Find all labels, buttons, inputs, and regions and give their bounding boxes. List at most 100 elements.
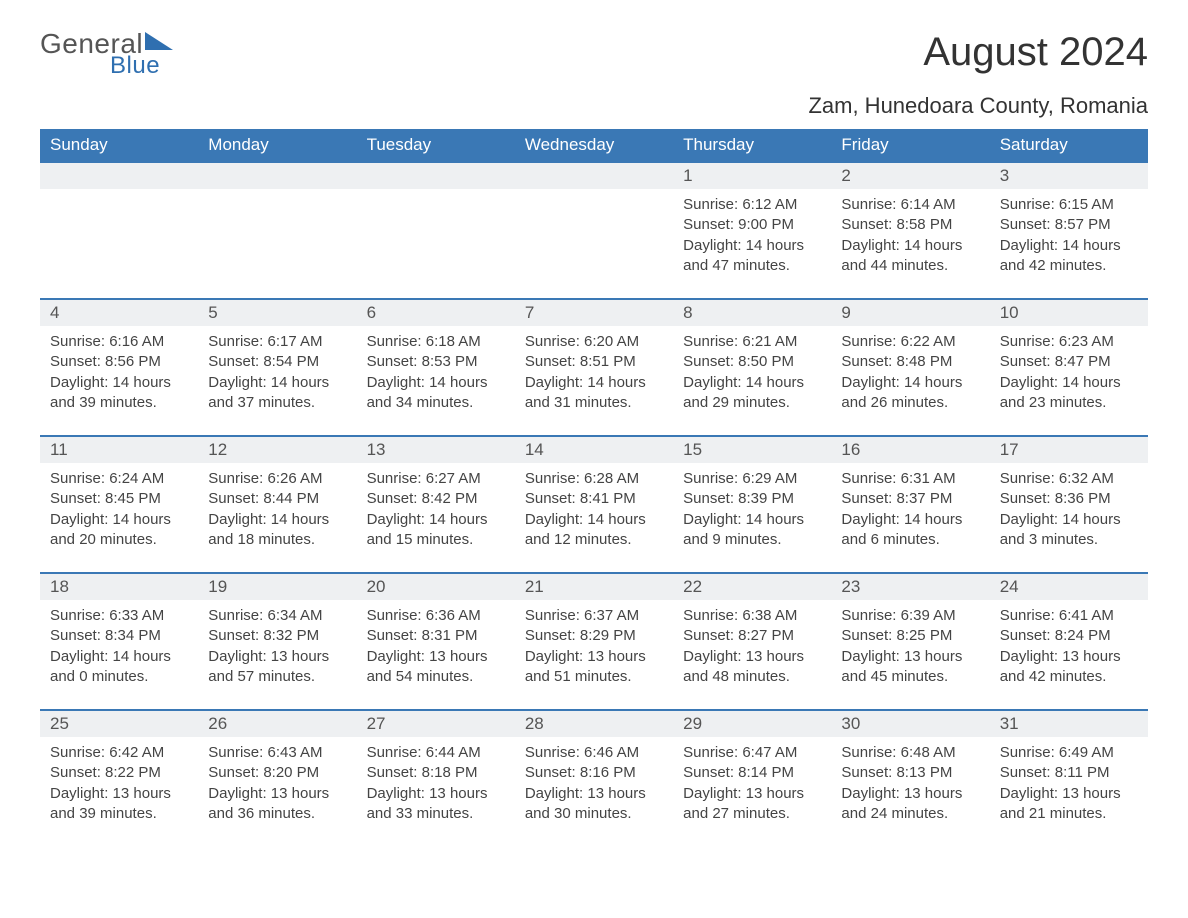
day-cell: 2Sunrise: 6:14 AMSunset: 8:58 PMDaylight… [831,161,989,298]
sunrise-line: Sunrise: 6:14 AM [841,195,979,215]
header: General Blue August 2024 Zam, Hunedoara … [40,30,1148,119]
day-details: Sunrise: 6:33 AMSunset: 8:34 PMDaylight:… [40,600,198,687]
weekday-label: Monday [198,129,356,161]
sunset-line: Sunset: 8:56 PM [50,352,188,372]
sunset-line: Sunset: 8:27 PM [683,626,821,646]
day-cell: 16Sunrise: 6:31 AMSunset: 8:37 PMDayligh… [831,435,989,572]
sunrise-line: Sunrise: 6:32 AM [1000,469,1138,489]
day-cell: 15Sunrise: 6:29 AMSunset: 8:39 PMDayligh… [673,435,831,572]
sunset-line: Sunset: 8:39 PM [683,489,821,509]
sunrise-line: Sunrise: 6:48 AM [841,743,979,763]
day-details: Sunrise: 6:42 AMSunset: 8:22 PMDaylight:… [40,737,198,824]
day-details: Sunrise: 6:47 AMSunset: 8:14 PMDaylight:… [673,737,831,824]
sunset-line: Sunset: 8:53 PM [367,352,505,372]
sunrise-line: Sunrise: 6:26 AM [208,469,346,489]
sunrise-line: Sunrise: 6:23 AM [1000,332,1138,352]
sunset-line: Sunset: 8:32 PM [208,626,346,646]
day-cell: 6Sunrise: 6:18 AMSunset: 8:53 PMDaylight… [357,298,515,435]
sunset-line: Sunset: 8:54 PM [208,352,346,372]
sunrise-line: Sunrise: 6:47 AM [683,743,821,763]
day-details: Sunrise: 6:24 AMSunset: 8:45 PMDaylight:… [40,463,198,550]
day-cell: 25Sunrise: 6:42 AMSunset: 8:22 PMDayligh… [40,709,198,846]
sunrise-line: Sunrise: 6:12 AM [683,195,821,215]
day-details: Sunrise: 6:29 AMSunset: 8:39 PMDaylight:… [673,463,831,550]
day-details: Sunrise: 6:28 AMSunset: 8:41 PMDaylight:… [515,463,673,550]
day-number: 31 [990,711,1148,737]
daylight-line: Daylight: 14 hours and 39 minutes. [50,373,188,414]
sunrise-line: Sunrise: 6:43 AM [208,743,346,763]
daylight-line: Daylight: 14 hours and 15 minutes. [367,510,505,551]
day-details: Sunrise: 6:49 AMSunset: 8:11 PMDaylight:… [990,737,1148,824]
day-cell: 9Sunrise: 6:22 AMSunset: 8:48 PMDaylight… [831,298,989,435]
month-title: August 2024 [808,30,1148,75]
day-number: 4 [40,300,198,326]
sunset-line: Sunset: 8:48 PM [841,352,979,372]
logo: General Blue [40,30,173,78]
day-cell: 7Sunrise: 6:20 AMSunset: 8:51 PMDaylight… [515,298,673,435]
sunrise-line: Sunrise: 6:16 AM [50,332,188,352]
calendar: SundayMondayTuesdayWednesdayThursdayFrid… [40,129,1148,846]
day-number: 7 [515,300,673,326]
daylight-line: Daylight: 14 hours and 29 minutes. [683,373,821,414]
daylight-line: Daylight: 14 hours and 0 minutes. [50,647,188,688]
weekday-label: Saturday [990,129,1148,161]
daylight-line: Daylight: 13 hours and 54 minutes. [367,647,505,688]
empty-cell [515,161,673,298]
day-details: Sunrise: 6:38 AMSunset: 8:27 PMDaylight:… [673,600,831,687]
day-number: 28 [515,711,673,737]
sunrise-line: Sunrise: 6:22 AM [841,332,979,352]
day-number: 10 [990,300,1148,326]
daylight-line: Daylight: 14 hours and 31 minutes. [525,373,663,414]
day-cell: 3Sunrise: 6:15 AMSunset: 8:57 PMDaylight… [990,161,1148,298]
day-number: 21 [515,574,673,600]
daylight-line: Daylight: 14 hours and 47 minutes. [683,236,821,277]
daylight-line: Daylight: 13 hours and 45 minutes. [841,647,979,688]
sunset-line: Sunset: 8:44 PM [208,489,346,509]
day-number: 9 [831,300,989,326]
day-number: 29 [673,711,831,737]
day-details: Sunrise: 6:20 AMSunset: 8:51 PMDaylight:… [515,326,673,413]
title-block: August 2024 Zam, Hunedoara County, Roman… [808,30,1148,119]
sunset-line: Sunset: 8:45 PM [50,489,188,509]
day-cell: 24Sunrise: 6:41 AMSunset: 8:24 PMDayligh… [990,572,1148,709]
day-details: Sunrise: 6:15 AMSunset: 8:57 PMDaylight:… [990,189,1148,276]
sunrise-line: Sunrise: 6:33 AM [50,606,188,626]
day-number: 2 [831,163,989,189]
calendar-body: 1Sunrise: 6:12 AMSunset: 9:00 PMDaylight… [40,161,1148,846]
day-details: Sunrise: 6:37 AMSunset: 8:29 PMDaylight:… [515,600,673,687]
day-number: 22 [673,574,831,600]
day-number: 26 [198,711,356,737]
empty-cell [40,161,198,298]
day-cell: 12Sunrise: 6:26 AMSunset: 8:44 PMDayligh… [198,435,356,572]
sunset-line: Sunset: 8:29 PM [525,626,663,646]
day-details: Sunrise: 6:21 AMSunset: 8:50 PMDaylight:… [673,326,831,413]
day-number: 30 [831,711,989,737]
logo-text-blue: Blue [110,54,173,78]
day-details: Sunrise: 6:48 AMSunset: 8:13 PMDaylight:… [831,737,989,824]
day-number: 15 [673,437,831,463]
day-details: Sunrise: 6:14 AMSunset: 8:58 PMDaylight:… [831,189,989,276]
weekday-label: Tuesday [357,129,515,161]
daylight-line: Daylight: 14 hours and 42 minutes. [1000,236,1138,277]
daylight-line: Daylight: 14 hours and 9 minutes. [683,510,821,551]
day-details: Sunrise: 6:32 AMSunset: 8:36 PMDaylight:… [990,463,1148,550]
sunrise-line: Sunrise: 6:15 AM [1000,195,1138,215]
sunrise-line: Sunrise: 6:28 AM [525,469,663,489]
sunset-line: Sunset: 8:34 PM [50,626,188,646]
day-cell: 18Sunrise: 6:33 AMSunset: 8:34 PMDayligh… [40,572,198,709]
sunset-line: Sunset: 8:14 PM [683,763,821,783]
sunset-line: Sunset: 8:58 PM [841,215,979,235]
sunrise-line: Sunrise: 6:46 AM [525,743,663,763]
weekday-label: Sunday [40,129,198,161]
day-cell: 13Sunrise: 6:27 AMSunset: 8:42 PMDayligh… [357,435,515,572]
sunrise-line: Sunrise: 6:36 AM [367,606,505,626]
day-number: 8 [673,300,831,326]
day-number: 11 [40,437,198,463]
day-cell: 28Sunrise: 6:46 AMSunset: 8:16 PMDayligh… [515,709,673,846]
sunrise-line: Sunrise: 6:37 AM [525,606,663,626]
day-number: 14 [515,437,673,463]
sunset-line: Sunset: 8:50 PM [683,352,821,372]
day-cell: 14Sunrise: 6:28 AMSunset: 8:41 PMDayligh… [515,435,673,572]
day-cell: 30Sunrise: 6:48 AMSunset: 8:13 PMDayligh… [831,709,989,846]
sunrise-line: Sunrise: 6:20 AM [525,332,663,352]
